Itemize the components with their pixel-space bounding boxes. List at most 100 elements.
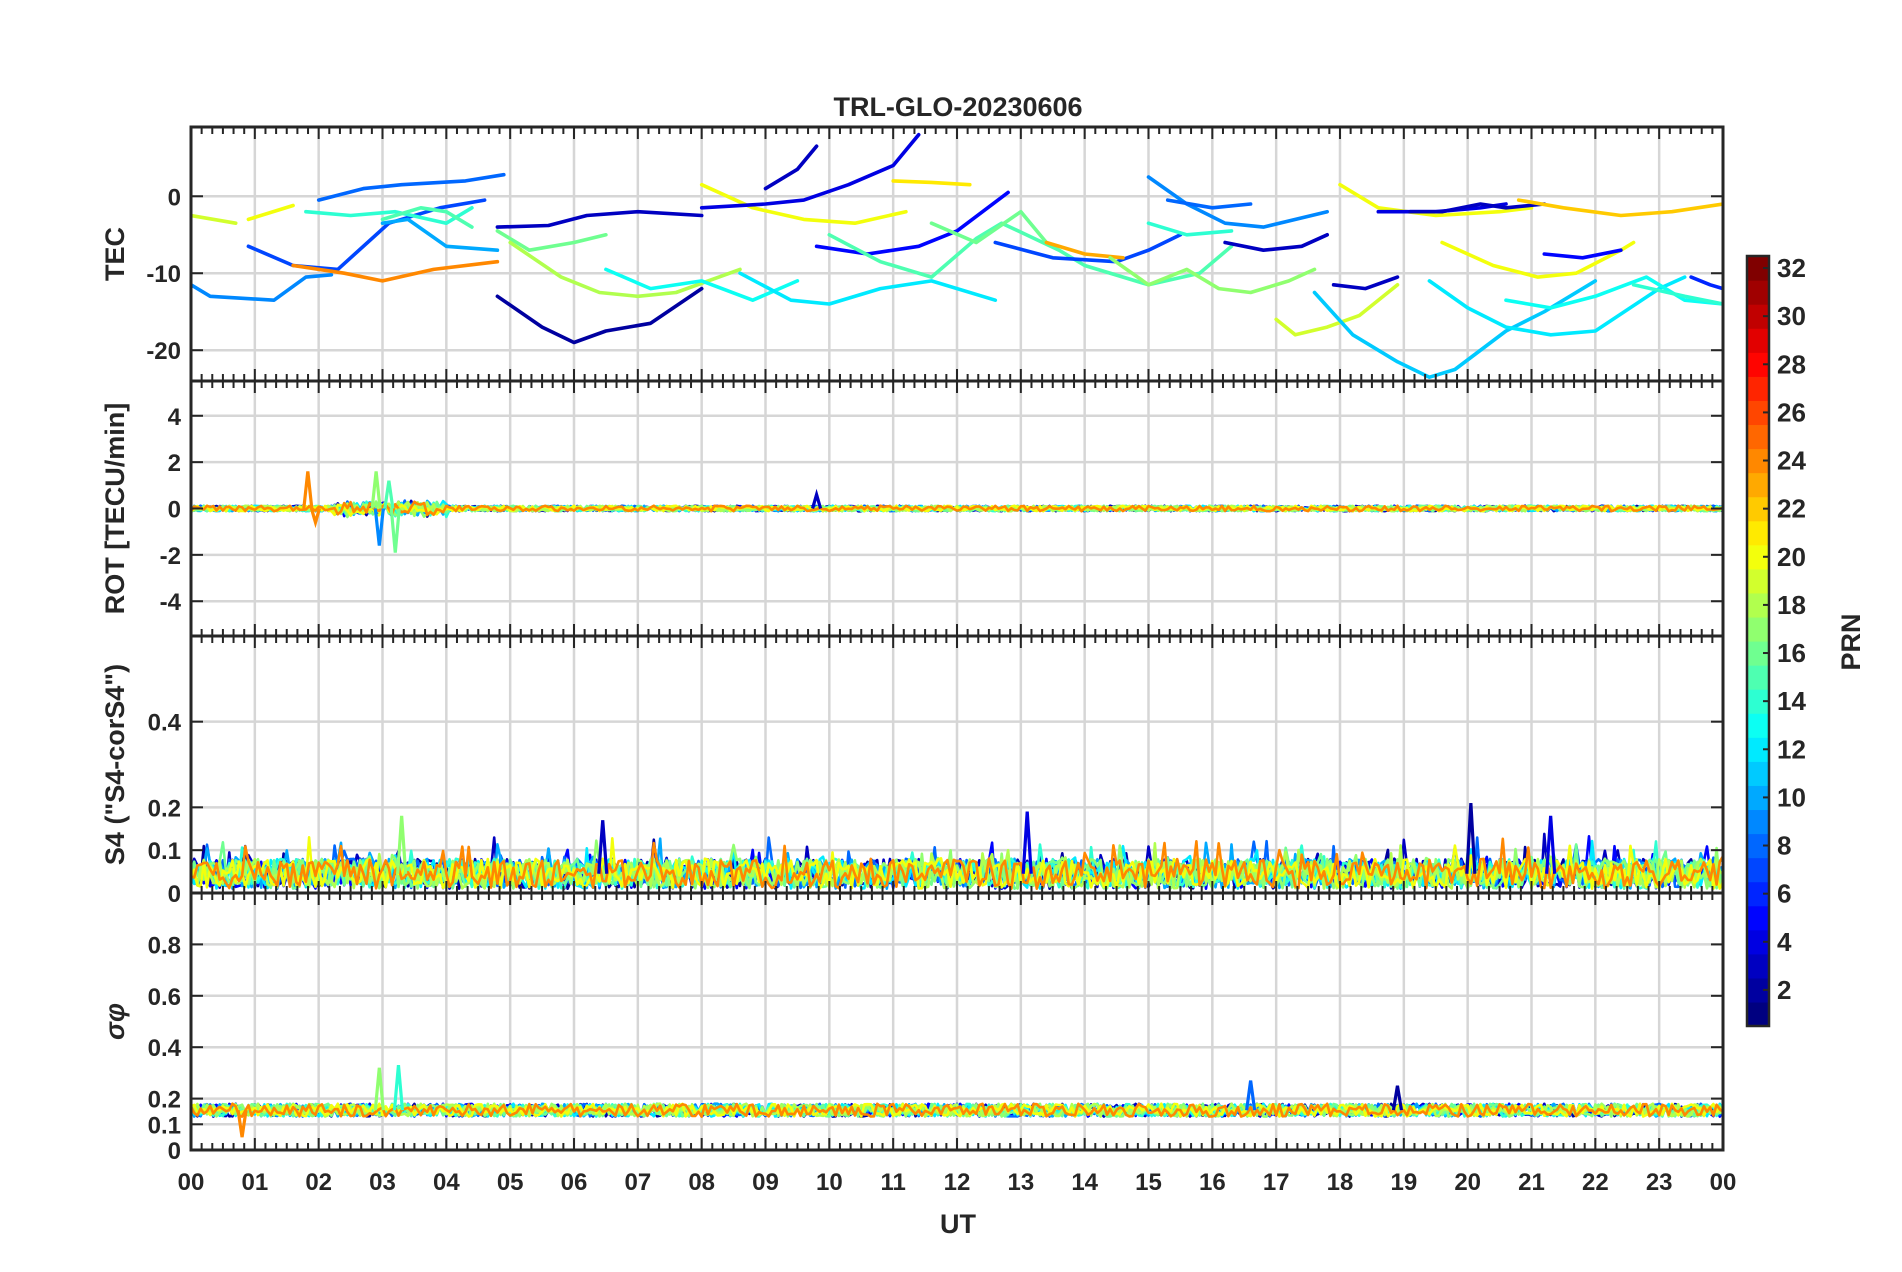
x-tick-label: 06 <box>561 1169 588 1196</box>
colorbar-segment <box>1747 280 1769 305</box>
colorbar-segment <box>1747 713 1769 738</box>
panel-rot: 4 2 0 -2 -4 ROT [TECU/min] <box>100 379 1725 638</box>
x-tick-label: 19 <box>1390 1169 1417 1196</box>
colorbar-tick-label: 12 <box>1777 734 1806 764</box>
x-tick-label: 14 <box>1071 1169 1098 1196</box>
y-axis-label-sigma: σφ <box>100 1003 130 1040</box>
s4-spike-prn-4 <box>1021 811 1033 874</box>
y-tick-label: 0 <box>168 881 181 908</box>
x-tick-label: 20 <box>1454 1169 1481 1196</box>
s4-spike-prn-4 <box>1545 815 1557 874</box>
sigma-spike-prn-17 <box>373 1067 385 1111</box>
tec-series-prn-14 <box>1631 282 1723 306</box>
sigma-spike-prn-2 <box>1391 1085 1404 1111</box>
x-tick-label: 00 <box>178 1169 205 1196</box>
tec-series-prn-16 <box>495 229 608 252</box>
colorbar-segment <box>1747 304 1769 329</box>
colorbar-segment <box>1747 809 1769 835</box>
colorbar-tick-label: 30 <box>1777 301 1806 331</box>
colorbar-tick-label: 10 <box>1777 782 1806 812</box>
tec-series-prn-20 <box>246 203 295 222</box>
colorbar-segment <box>1747 785 1769 811</box>
rot-spike-prn-17 <box>370 471 382 509</box>
tec-series-prn-10 <box>380 217 500 252</box>
colorbar-segment <box>1747 616 1769 642</box>
colorbar-tick-label: 32 <box>1777 253 1806 283</box>
rot-spike-prn-16 <box>389 508 401 553</box>
tec-series-prn-17 <box>1108 255 1317 295</box>
rot-spike-prn-15 <box>383 480 395 509</box>
colorbar-tick-label: 4 <box>1777 927 1792 957</box>
colorbar-segment <box>1747 857 1769 883</box>
tec-series-prn-24 <box>291 259 500 283</box>
s4-spike-prn-2 <box>1465 802 1477 874</box>
x-tick-label: 10 <box>816 1169 843 1196</box>
y-tick-label: 0.2 <box>148 795 181 822</box>
x-tick-label: 01 <box>241 1169 268 1196</box>
x-tick-label: 15 <box>1135 1169 1162 1196</box>
tec-series-prn-9 <box>1146 175 1329 229</box>
colorbar-label: PRN <box>1836 613 1866 670</box>
panel-tec: 0 -10 -20 TEC <box>100 125 1725 383</box>
tec-series-prn-5 <box>814 190 1010 256</box>
tec-series-prn-13 <box>604 267 800 303</box>
rot-series-prn-24 <box>191 500 1723 517</box>
colorbar-segment <box>1747 328 1769 353</box>
colorbar-segment <box>1747 592 1769 618</box>
series-group <box>191 132 1723 380</box>
colorbar-segment <box>1747 737 1769 762</box>
y-axis-label-s4: S4 ("S4-corS4") <box>100 664 130 865</box>
tec-series-prn-9 <box>191 272 334 303</box>
s4-spike-prn-17 <box>396 815 408 874</box>
colorbar-tick-label: 26 <box>1777 397 1806 427</box>
colorbar-segment <box>1747 400 1769 426</box>
rot-spike-prn-24 <box>309 508 322 529</box>
rot-spike-prn-9 <box>373 508 385 546</box>
tec-series-prn-3 <box>763 144 819 191</box>
tec-series-prn-8 <box>316 172 506 202</box>
colorbar-segment <box>1747 544 1769 570</box>
x-tick-label: 16 <box>1199 1169 1226 1196</box>
colorbar-segment <box>1747 496 1769 522</box>
colorbar-segment <box>1747 472 1769 498</box>
colorbar-segment <box>1747 905 1769 931</box>
tec-series-prn-3 <box>1331 275 1400 291</box>
x-tick-label: 00 <box>1710 1169 1737 1196</box>
y-tick-label: 0.2 <box>148 1087 181 1114</box>
sigma-series-prn-24 <box>191 1102 1723 1118</box>
colorbar-segment <box>1747 376 1769 401</box>
y-tick-label: 0.4 <box>148 1035 182 1062</box>
s4-series-prn-24 <box>191 837 1723 891</box>
tec-series-prn-15 <box>380 206 474 229</box>
tec-series-prn-7 <box>246 198 487 272</box>
y-tick-label: -2 <box>160 543 181 570</box>
panel-sigma: 0.8 0.6 0.4 0.20.10 σφ <box>100 891 1725 1165</box>
x-tick-label: 23 <box>1646 1169 1673 1196</box>
colorbar-tick-label: 8 <box>1777 831 1791 861</box>
colorbar-segment <box>1747 977 1769 1003</box>
colorbar-tick-label: 22 <box>1777 494 1806 524</box>
chart-title: TRL-GLO-20230606 <box>833 92 1082 122</box>
colorbar-tick-label: 16 <box>1777 638 1806 668</box>
sigma-spike-prn-24 <box>236 1109 248 1138</box>
tec-series-prn-12 <box>1427 275 1687 337</box>
colorbar-frame <box>1745 254 1771 1028</box>
tec-series-prn-16 <box>929 209 1049 245</box>
tec-series-prn-3 <box>1223 233 1329 252</box>
tec-series-prn-15 <box>827 221 1234 287</box>
tec-series-prn-4 <box>699 132 921 210</box>
y-axis-label-rot: ROT [TECU/min] <box>100 403 130 614</box>
tec-series-prn-2 <box>495 286 704 345</box>
x-tick-label: 11 <box>880 1169 905 1196</box>
tec-series-prn-21 <box>891 179 972 187</box>
tec-series-prn-20 <box>1440 240 1636 279</box>
rot-spike-prn-3 <box>811 488 823 509</box>
colorbar-tick-label: 28 <box>1777 349 1806 379</box>
tec-series-prn-14 <box>1146 221 1234 237</box>
tec-series-prn-20 <box>1338 182 1534 218</box>
tec-series-prn-19 <box>191 213 238 225</box>
colorbar-tick-label: 20 <box>1777 542 1806 572</box>
x-tick-label: 17 <box>1263 1169 1290 1196</box>
x-tick-label: 18 <box>1327 1169 1354 1196</box>
y-tick-label: 2 <box>168 450 181 477</box>
